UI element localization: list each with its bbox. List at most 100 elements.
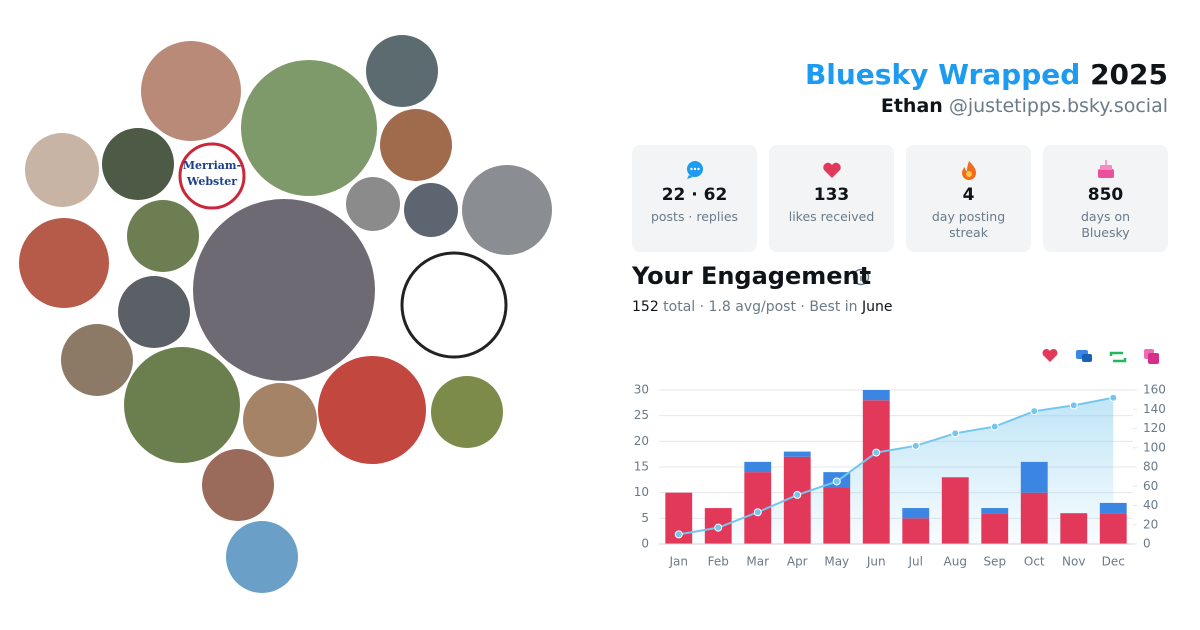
bar-segment	[862, 390, 890, 401]
avatar	[118, 276, 190, 348]
y2-tick-label: 80	[1143, 460, 1158, 474]
stat-card: 133 likes received	[769, 145, 894, 252]
line-point	[872, 448, 881, 457]
x-tick-label: Nov	[1062, 555, 1085, 569]
avatar	[462, 165, 552, 255]
cumulative-line	[678, 396, 1114, 536]
line-point	[990, 422, 999, 431]
y2-tick-label: 100	[1143, 440, 1166, 454]
x-tick-label: Mar	[746, 555, 769, 569]
legend-repost-icon	[1109, 351, 1127, 363]
x-tick-label: Oct	[1024, 555, 1045, 569]
section-heading: Your Engagement	[632, 262, 872, 290]
stat-label: day posting streak	[931, 209, 1006, 240]
avatar	[318, 356, 426, 464]
x-tick-label: Feb	[708, 555, 729, 569]
bar-segment	[981, 513, 1009, 544]
bar-segment	[1060, 513, 1088, 544]
y2-tick-label: 20	[1143, 517, 1158, 531]
bar-segment	[902, 518, 930, 544]
bar-segment	[783, 451, 811, 457]
engagement-summary: 152 total · 1.8 avg/post · Best in June	[632, 299, 892, 315]
avatar	[176, 140, 248, 212]
y2-tick-label: 0	[1143, 537, 1151, 551]
line-point	[714, 523, 723, 532]
stat-icon	[1098, 160, 1114, 178]
avatar	[193, 199, 375, 381]
bar-segment	[744, 461, 772, 473]
bar-segment	[783, 456, 811, 544]
avatar	[399, 250, 509, 360]
avatar	[431, 376, 503, 448]
y2-tick-label: 160	[1143, 383, 1166, 397]
stat-icon	[962, 161, 976, 180]
stat-card: 4 day posting streak	[906, 145, 1031, 252]
x-tick-label: May	[824, 555, 849, 569]
x-tick-label: Apr	[787, 555, 808, 569]
x-tick-label: Dec	[1102, 555, 1125, 569]
avatar	[243, 383, 317, 457]
line-point	[951, 429, 960, 438]
bar-segment	[1020, 492, 1048, 544]
line-point	[1030, 407, 1039, 416]
title-brand: Bluesky Wrapped	[804, 58, 1081, 91]
avatar	[226, 521, 298, 593]
y-tick-label: 30	[634, 383, 649, 397]
user: Ethan @justetipps.bsky.social	[881, 95, 1168, 117]
title: Bluesky Wrapped 2025	[805, 58, 1168, 91]
x-tick-label: Jan	[669, 555, 689, 569]
stat-value: 22 · 62	[661, 185, 728, 205]
line-point	[911, 441, 920, 450]
avatar	[25, 133, 99, 207]
stat-card: 850 days on Bluesky	[1043, 145, 1168, 252]
x-tick-label: Aug	[944, 555, 967, 569]
y-tick-label: 0	[641, 537, 649, 551]
y-tick-label: 20	[634, 434, 649, 448]
cumulative-area	[678, 397, 1114, 544]
stat-icon	[687, 161, 703, 179]
avatar	[202, 449, 274, 521]
line-point	[832, 477, 841, 486]
stat-label: likes received	[788, 209, 875, 224]
stat-value: 850	[1087, 185, 1124, 205]
avatar	[102, 128, 174, 200]
bar-segment	[1020, 461, 1048, 493]
info-icon	[852, 268, 870, 286]
x-tick-label: Jun	[866, 555, 886, 569]
legend-icons	[1042, 348, 1159, 364]
y-tick-label: 15	[634, 460, 649, 474]
bar-segment	[941, 477, 969, 544]
logo-text: Webster	[186, 175, 237, 188]
avatar	[141, 41, 241, 141]
stat-label: days on Bluesky	[1080, 209, 1131, 240]
avatar	[346, 177, 400, 231]
stat-value: 133	[813, 185, 850, 205]
avatar	[127, 200, 199, 272]
y2-tick-label: 120	[1143, 421, 1166, 435]
stat-value: 4	[962, 185, 975, 205]
avatar-ring	[400, 251, 508, 359]
y-tick-label: 25	[634, 408, 649, 422]
bar-segment	[823, 487, 851, 544]
x-tick-label: Jul	[908, 555, 923, 569]
avatar	[404, 183, 458, 237]
avatar	[19, 218, 109, 308]
y2-tick-label: 140	[1143, 402, 1166, 416]
engagement-chart: 0 5 10 15 20 25 30 0 20 40 60 80 100 120 140 160 Jan Feb M…	[634, 383, 1166, 569]
title-year: 2025	[1090, 58, 1168, 91]
legend-like-icon	[1042, 348, 1058, 362]
avatar	[241, 60, 377, 196]
user-handle: @justetipps.bsky.social	[948, 95, 1168, 117]
stat-icon	[823, 162, 841, 178]
summary-text: total · 1.8 avg/post · Best in	[658, 299, 862, 315]
avatar	[61, 324, 133, 396]
avatar-cloud	[19, 35, 552, 593]
bar-segment	[1099, 502, 1127, 514]
x-tick-label: Sep	[983, 555, 1006, 569]
y2-tick-label: 40	[1143, 498, 1158, 512]
avatar	[366, 35, 438, 107]
logo-text: Merriam-	[183, 159, 241, 172]
stat-card: 22 · 62 posts · replies	[632, 145, 757, 252]
user-name: Ethan	[880, 95, 943, 117]
